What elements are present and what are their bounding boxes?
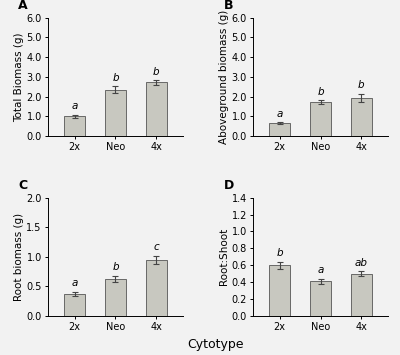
Y-axis label: Total Biomass (g): Total Biomass (g) — [14, 32, 24, 122]
Text: C: C — [18, 179, 28, 192]
Text: a: a — [317, 265, 324, 275]
Bar — [310, 281, 331, 316]
Bar — [64, 116, 85, 136]
Text: c: c — [154, 242, 159, 252]
Text: b: b — [276, 248, 283, 258]
Bar — [146, 260, 166, 316]
Text: b: b — [112, 262, 119, 272]
Bar — [146, 82, 166, 136]
Text: a: a — [71, 101, 78, 111]
Bar — [270, 123, 290, 136]
Y-axis label: Root:Shoot: Root:Shoot — [219, 228, 229, 285]
Text: a: a — [276, 109, 283, 119]
Text: b: b — [358, 80, 365, 90]
Bar — [64, 294, 85, 316]
Y-axis label: Root biomass (g): Root biomass (g) — [14, 213, 24, 301]
Bar — [105, 90, 126, 136]
Text: b: b — [153, 66, 160, 77]
Text: ab: ab — [355, 258, 368, 268]
Bar — [105, 279, 126, 316]
Text: A: A — [18, 0, 28, 12]
Y-axis label: Aboveground biomass (g): Aboveground biomass (g) — [219, 10, 229, 144]
Bar — [351, 98, 372, 136]
Text: B: B — [223, 0, 233, 12]
Text: D: D — [223, 179, 234, 192]
Text: a: a — [71, 278, 78, 288]
Text: Cytotype: Cytotype — [188, 338, 244, 351]
Text: b: b — [112, 73, 119, 83]
Bar — [351, 274, 372, 316]
Bar — [310, 102, 331, 136]
Bar — [270, 265, 290, 316]
Text: b: b — [317, 87, 324, 97]
